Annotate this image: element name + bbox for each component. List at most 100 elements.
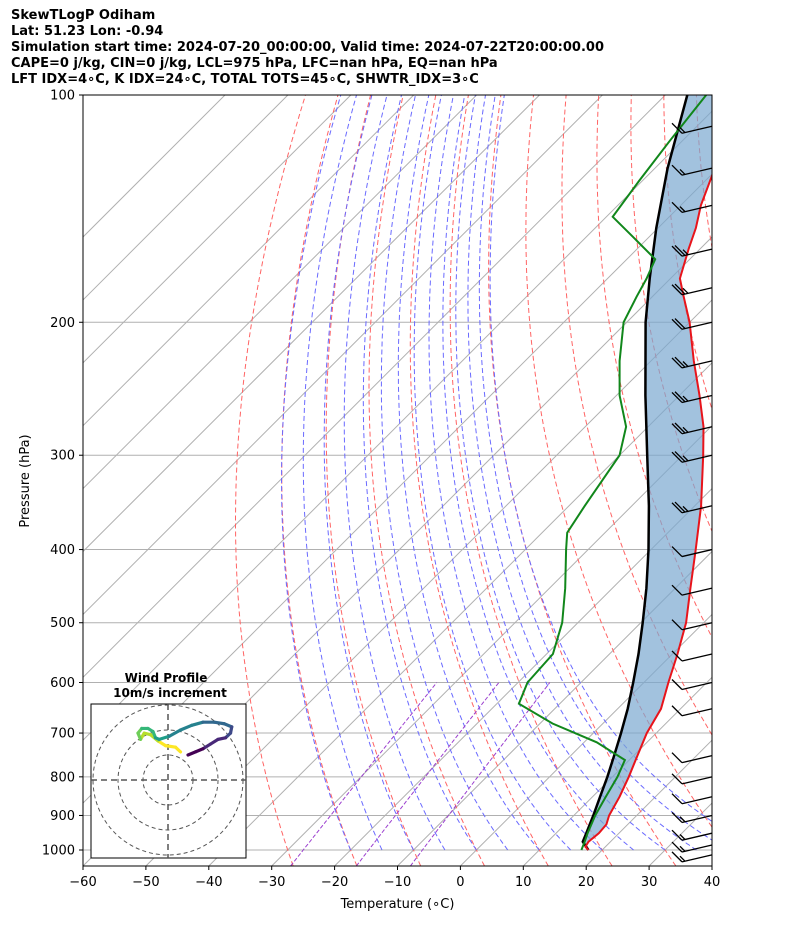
inset-title: Wind Profile xyxy=(125,671,208,685)
wind-barb xyxy=(671,501,713,514)
wind-barb xyxy=(671,793,713,805)
wind-hodograph-segment xyxy=(157,734,171,741)
isotherm xyxy=(522,676,712,866)
x-tick-label: 30 xyxy=(641,875,658,890)
dry-adiabat xyxy=(449,95,613,866)
dry-adiabat xyxy=(729,95,794,866)
isotherm xyxy=(271,424,712,866)
wind-barb xyxy=(671,283,713,296)
y-tick-label: 800 xyxy=(50,770,75,785)
x-tick-label: −50 xyxy=(132,875,159,890)
moist-adiabat xyxy=(442,95,634,851)
isotherm xyxy=(775,95,794,866)
chart-header: SkewTLogP Odiham Lat: 51.23 Lon: -0.94 S… xyxy=(11,8,604,88)
wind-hodograph-segment xyxy=(167,728,183,738)
moist-adiabat xyxy=(323,95,414,851)
moist-adiabat xyxy=(302,95,383,851)
wind-barb xyxy=(671,164,713,176)
dry-adiabat xyxy=(281,95,358,866)
wind-barb xyxy=(671,356,713,369)
mixing-ratio-line xyxy=(409,682,551,866)
chart-title: SkewTLogP Odiham xyxy=(11,8,156,23)
inset-subtitle: 10m/s increment xyxy=(113,686,227,700)
dewpoint-line xyxy=(517,95,707,851)
y-axis-label: Pressure (hPa) xyxy=(18,434,33,527)
y-tick-label: 200 xyxy=(50,316,75,331)
wind-barb xyxy=(671,422,713,435)
wind-barb xyxy=(671,122,713,134)
wind-hodograph-segment xyxy=(163,744,178,749)
moist-adiabat xyxy=(478,95,712,841)
wind-barb xyxy=(671,841,713,853)
moist-adiabat xyxy=(489,95,712,822)
y-tick-label: 100 xyxy=(50,89,75,104)
dry-adiabat xyxy=(368,95,485,866)
y-tick-label: 400 xyxy=(50,543,75,558)
y-tick-label: 1000 xyxy=(42,844,75,859)
moist-adiabat xyxy=(397,95,540,851)
x-tick-label: 40 xyxy=(704,875,721,890)
x-tick-label: −40 xyxy=(195,875,222,890)
wind-hodograph-segment xyxy=(212,720,226,726)
dry-adiabat xyxy=(235,95,306,866)
isotherm xyxy=(334,487,712,866)
wind-hodograph-segment xyxy=(186,750,198,757)
isotherm xyxy=(83,95,603,616)
y-tick-label: 900 xyxy=(50,809,75,824)
isotherm xyxy=(460,613,712,866)
wind-barb xyxy=(671,811,713,824)
moist-adiabat xyxy=(343,95,446,851)
y-tick-label: 600 xyxy=(50,676,75,691)
y-tick-label: 700 xyxy=(50,727,75,742)
dry-adiabat xyxy=(663,95,712,411)
wind-barb xyxy=(671,451,713,463)
isotherm xyxy=(83,95,352,364)
moist-adiabat xyxy=(413,95,572,851)
isotherm xyxy=(83,95,666,679)
dry-adiabat xyxy=(325,95,422,866)
isotherm xyxy=(83,110,712,741)
x-tick-label: 10 xyxy=(515,875,532,890)
x-tick-label: −10 xyxy=(384,875,411,890)
parcel-profile-line xyxy=(581,95,689,851)
simulation-time-line: Simulation start time: 2024-07-20_00:00:… xyxy=(11,40,604,55)
dry-adiabat xyxy=(561,95,712,736)
isotherm xyxy=(711,865,712,866)
wind-barb xyxy=(671,318,713,330)
y-tick-label: 500 xyxy=(50,616,75,631)
wind-barb xyxy=(671,244,713,257)
wind-barb xyxy=(671,584,713,596)
profiles xyxy=(517,95,712,851)
dry-adiabat xyxy=(525,95,712,829)
wind-barb xyxy=(671,391,713,404)
x-tick-label: 0 xyxy=(456,875,464,890)
x-axis-label: Temperature (∘C) xyxy=(340,897,455,912)
x-tick-label: −30 xyxy=(258,875,285,890)
wind-barb xyxy=(671,752,713,764)
index-line: LFT IDX=4∘C, K IDX=24∘C, TOTAL TOTS=45∘C… xyxy=(11,72,479,87)
x-tick-label: −60 xyxy=(69,875,96,890)
wind-hodograph-segment xyxy=(178,723,194,732)
moist-adiabat xyxy=(428,95,603,851)
x-tick-label: 20 xyxy=(578,875,595,890)
wind-barb xyxy=(671,679,713,691)
wind-barb xyxy=(671,619,713,631)
y-axis-ticks: 1000 900 800 700 600 500 400 300 200 100 xyxy=(42,89,83,859)
wind-barb xyxy=(671,705,713,717)
isotherm xyxy=(83,95,540,553)
x-tick-label: −20 xyxy=(321,875,348,890)
wind-barb xyxy=(671,546,713,558)
isotherm xyxy=(397,550,712,866)
isotherm xyxy=(83,95,477,490)
isotherm xyxy=(83,95,415,427)
dry-adiabat xyxy=(409,95,549,866)
mixing-ratio-line xyxy=(355,682,500,866)
wind-barb xyxy=(671,851,713,863)
wind-barb xyxy=(671,201,713,213)
dry-adiabat xyxy=(596,95,712,639)
moist-adiabat xyxy=(467,95,697,851)
moist-adiabat xyxy=(380,95,509,851)
wind-barb xyxy=(671,829,713,841)
isotherm xyxy=(145,299,712,866)
